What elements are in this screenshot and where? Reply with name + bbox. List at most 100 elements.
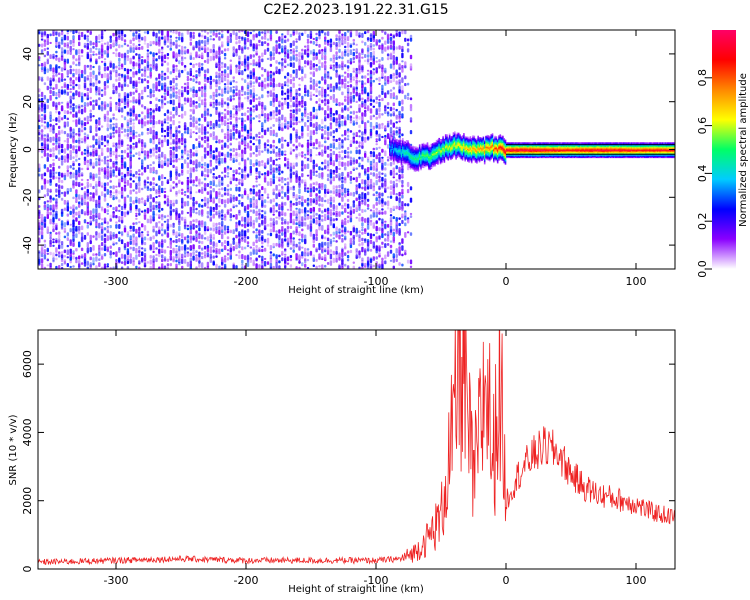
noise-cell <box>198 123 201 126</box>
noise-cell <box>349 210 353 215</box>
noise-cell <box>209 253 212 259</box>
noise-cell <box>221 73 224 77</box>
noise-cell <box>80 172 84 177</box>
noise-cell <box>232 116 235 119</box>
noise-cell <box>203 126 207 132</box>
noise-cell <box>292 109 295 114</box>
noise-cell <box>152 119 155 125</box>
noise-cell <box>106 116 109 123</box>
noise-cell <box>229 208 232 212</box>
noise-cell <box>281 150 284 156</box>
noise-cell <box>175 254 178 259</box>
noise-cell <box>169 249 172 256</box>
noise-cell <box>63 199 67 205</box>
noise-cell <box>318 80 321 83</box>
noise-cell <box>366 44 370 49</box>
noise-cell <box>63 48 67 54</box>
noise-cell <box>115 160 118 166</box>
noise-cell <box>321 210 324 214</box>
noise-cell <box>89 82 92 86</box>
noise-cell <box>341 39 344 45</box>
noise-cell <box>364 59 367 63</box>
noise-cell <box>249 107 252 112</box>
noise-cell <box>329 57 333 62</box>
noise-cell <box>89 57 92 62</box>
noise-cell <box>212 206 215 210</box>
noise-cell <box>166 131 170 137</box>
noise-cell <box>286 77 290 83</box>
noise-cell <box>163 76 167 81</box>
noise-cell <box>106 73 109 78</box>
noise-cell <box>306 139 310 142</box>
noise-cell <box>106 139 109 143</box>
noise-cell <box>175 238 178 244</box>
noise-cell <box>249 251 252 256</box>
noise-cell <box>40 234 44 240</box>
noise-cell <box>69 126 72 131</box>
noise-cell <box>55 57 58 61</box>
noise-cell <box>252 152 255 155</box>
noise-cell <box>344 155 347 159</box>
noise-cell <box>138 99 141 105</box>
noise-cell <box>298 176 301 181</box>
noise-cell <box>132 66 135 70</box>
noise-cell <box>129 100 132 103</box>
noise-cell <box>38 64 41 67</box>
noise-cell <box>72 255 75 260</box>
noise-cell <box>243 147 247 150</box>
noise-cell <box>318 207 321 212</box>
noise-cell <box>352 166 355 170</box>
noise-cell <box>43 30 47 37</box>
noise-cell <box>55 210 58 216</box>
noise-cell <box>143 31 147 34</box>
noise-cell <box>112 211 115 214</box>
noise-cell <box>241 178 244 184</box>
noise-cell <box>304 263 307 268</box>
noise-cell <box>295 121 298 126</box>
noise-cell <box>135 90 138 93</box>
noise-cell <box>115 259 118 262</box>
noise-cell <box>286 229 290 233</box>
noise-cell <box>166 139 170 145</box>
noise-cell <box>46 258 49 262</box>
noise-cell <box>324 184 327 189</box>
noise-cell <box>75 83 78 87</box>
noise-cell <box>286 208 290 211</box>
noise-cell <box>295 153 298 158</box>
noise-cell <box>238 193 241 197</box>
noise-cell <box>212 38 215 41</box>
noise-cell <box>338 113 341 118</box>
noise-cell <box>364 228 367 232</box>
noise-cell <box>109 218 112 222</box>
noise-cell <box>269 245 273 251</box>
noise-cell <box>329 169 333 175</box>
noise-cell <box>258 223 261 227</box>
noise-cell <box>315 100 318 104</box>
noise-cell <box>223 225 227 231</box>
noise-cell <box>89 96 92 100</box>
noise-cell <box>221 194 224 198</box>
noise-cell <box>246 74 250 78</box>
noise-cell <box>109 250 112 256</box>
noise-cell <box>209 180 212 186</box>
noise-cell <box>235 128 238 134</box>
noise-cell <box>198 127 201 133</box>
noise-cell <box>169 47 172 51</box>
noise-cell <box>295 56 298 62</box>
noise-cell <box>161 30 164 36</box>
noise-cell <box>149 51 152 55</box>
noise-cell <box>366 256 370 262</box>
noise-cell <box>155 213 158 216</box>
noise-cell <box>315 32 318 36</box>
noise-cell <box>223 135 227 140</box>
noise-cell <box>192 179 195 184</box>
noise-cell <box>66 35 69 41</box>
noise-cell <box>263 257 267 260</box>
noise-cell <box>269 254 273 260</box>
noise-cell <box>238 172 241 175</box>
noise-cell <box>261 186 264 191</box>
noise-cell <box>89 183 92 188</box>
noise-cell <box>243 79 247 83</box>
noise-cell <box>138 169 141 173</box>
noise-cell <box>152 57 155 61</box>
